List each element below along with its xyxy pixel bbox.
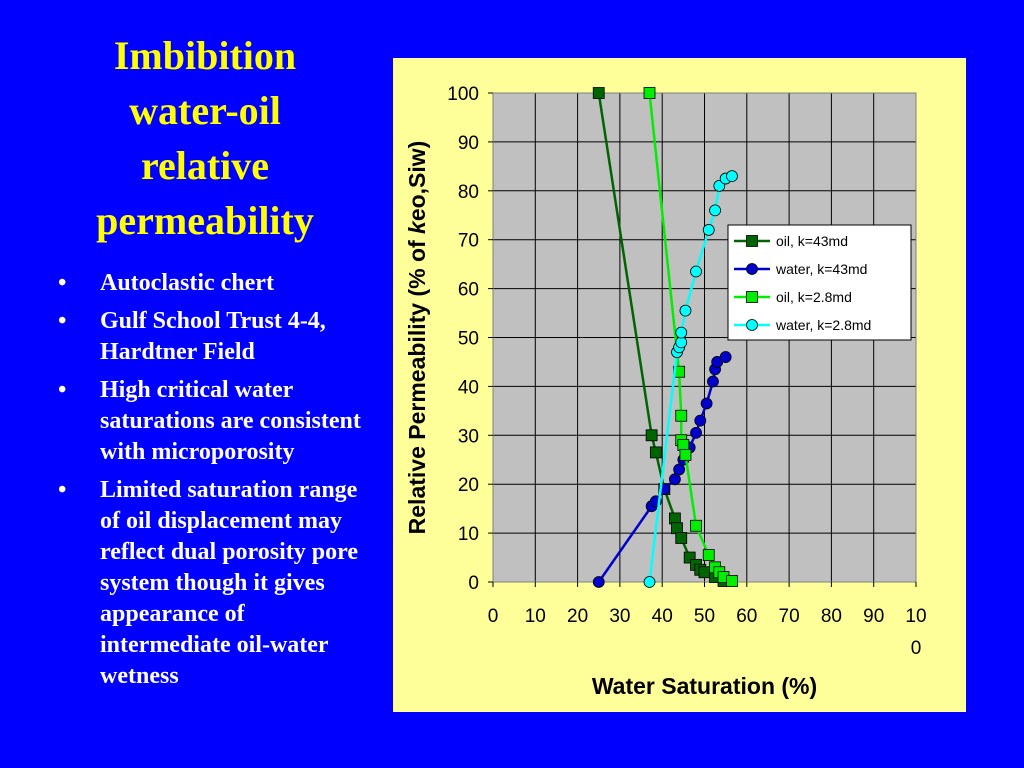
data-point [592, 576, 605, 588]
legend-marker [746, 235, 758, 247]
data-point [679, 448, 692, 461]
data-point [671, 522, 683, 535]
x-tick-label: 0 [488, 606, 499, 627]
bullet-text: Limited saturation range of oil displace… [100, 477, 358, 689]
x-tick-label-line2: 0 [911, 638, 922, 659]
x-tick-label: 80 [821, 606, 842, 627]
bullet-dot-icon: • [58, 477, 67, 503]
legend-label: oil, k=2.8md [776, 289, 852, 305]
data-point [726, 575, 738, 587]
bullet-text: Gulf School Trust 4-4, Hardtner Field [100, 308, 326, 365]
slide-title-line: Imbibition [113, 33, 297, 78]
legend-marker [746, 319, 758, 331]
data-point [719, 351, 732, 363]
data-point [702, 549, 715, 562]
x-tick-label: 60 [736, 606, 757, 627]
data-point [668, 473, 681, 486]
x-axis-label: Water Saturation (%) [592, 673, 817, 699]
slide-title-line: water-oil [129, 88, 281, 133]
data-point [675, 326, 688, 339]
bullet-dot-icon: • [58, 377, 67, 403]
y-tick-label: 30 [458, 426, 479, 447]
y-tick-label: 80 [458, 182, 479, 203]
slide-title-line: permeability [96, 198, 314, 243]
x-tick-label: 90 [863, 606, 884, 627]
slide-title-line: relative [140, 143, 270, 188]
y-tick-label: 90 [458, 133, 479, 154]
y-tick-label: 50 [458, 329, 479, 350]
chart-panel: 0 10 20 30 40 50 60 70 80 90 100 0 10 20 30 40 50 60 70 80 9… [393, 58, 966, 712]
x-tick-label-line1: 10 [905, 606, 926, 627]
data-point [690, 426, 702, 439]
y-axis-label-italic: k [404, 220, 430, 234]
y-tick-label: 60 [458, 280, 479, 301]
bullet-dot-icon: • [58, 308, 67, 334]
legend-label: oil, k=43md [776, 233, 848, 249]
data-point [643, 87, 656, 99]
data-point [698, 566, 711, 579]
x-tick-label: 50 [694, 606, 715, 627]
data-point [675, 336, 688, 349]
x-tick-label: 20 [567, 606, 588, 627]
data-point [592, 87, 605, 99]
legend-marker [746, 263, 758, 275]
bullet-item: • Autoclastic chert [58, 268, 368, 299]
bullet-item: • High critical water saturations are con… [58, 375, 368, 468]
y-tick-label: 70 [458, 231, 479, 252]
y-tick-label: 40 [458, 377, 479, 398]
series-2 [643, 87, 738, 587]
legend: oil, k=43md water, k=43md oil, k=2.8md wate… [727, 224, 912, 341]
bullet-text: Autoclastic chert [100, 270, 274, 296]
y-tick-label: 20 [458, 475, 479, 496]
data-point [649, 446, 662, 459]
data-point [679, 304, 692, 317]
y-axis-label-suffix: eo,Siw) [404, 141, 430, 222]
legend-box [727, 224, 912, 341]
data-point [726, 170, 738, 183]
slide-title: Imbibition water-oil relative permeability [40, 28, 370, 248]
y-tick-label: 10 [458, 524, 479, 545]
y-tick-label: 100 [447, 84, 479, 105]
y-tick-label: 0 [468, 573, 479, 594]
legend-marker [746, 291, 758, 303]
bullet-item: • Gulf School Trust 4-4, Hardtner Field [58, 306, 368, 368]
data-point [675, 532, 688, 544]
data-point [690, 265, 702, 278]
bullet-text: High critical water saturations are cons… [100, 377, 361, 465]
y-axis-label: Relative Permeability (% of keo,Siw) [404, 141, 430, 535]
x-tick-label: 30 [609, 606, 630, 627]
data-point [709, 204, 721, 217]
data-point [645, 429, 658, 442]
x-tick-label: 40 [652, 606, 673, 627]
data-point [668, 512, 681, 525]
legend-label: water, k=43md [775, 261, 867, 277]
bullet-item: • Limited saturation range of oil displac… [58, 475, 368, 692]
data-point [690, 519, 702, 532]
data-point [673, 463, 686, 476]
legend-label: water, k=2.8md [775, 317, 871, 333]
x-tick-label: 10 [525, 606, 546, 627]
data-point [694, 414, 707, 427]
x-tick-label: 70 [779, 606, 800, 627]
x-tick-label: 10 0 [905, 606, 926, 659]
y-axis-label-prefix: Relative Permeability (% of [404, 234, 430, 534]
bullet-list: • Autoclastic chert • Gulf School Trust 4-4… [58, 268, 368, 699]
data-point [702, 224, 715, 236]
data-point [707, 375, 719, 388]
bullet-dot-icon: • [58, 270, 67, 296]
data-point [700, 397, 713, 410]
data-point [643, 576, 656, 588]
series-3 [643, 170, 738, 588]
data-point [677, 439, 690, 451]
data-point [683, 551, 696, 564]
data-point [675, 409, 688, 422]
